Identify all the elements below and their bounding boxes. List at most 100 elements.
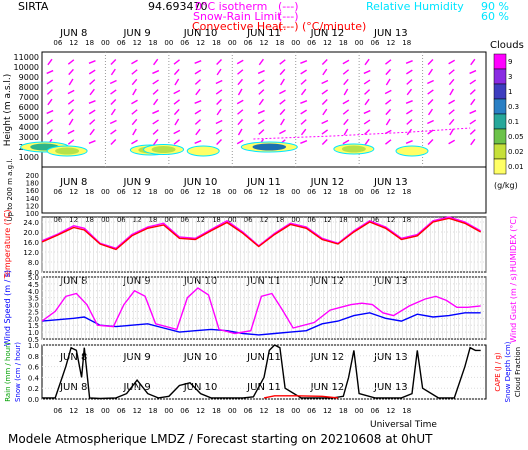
- wind-arrow: [342, 69, 350, 75]
- temperature-tick: 20.0: [23, 229, 39, 237]
- colorbar-cell: [493, 68, 507, 85]
- panel-day-label: JUN 9: [122, 276, 150, 287]
- colorbar-cells: 9 3 1 0.3 0.1 0.05 0.02 0.01: [493, 53, 524, 175]
- wind-arrow: [67, 139, 75, 145]
- wind-arrow: [46, 119, 54, 125]
- wind-arrow: [46, 69, 54, 75]
- panel-day-label: JUN 9: [122, 382, 150, 393]
- wind-arrow: [237, 88, 243, 96]
- wind-arrow: [258, 119, 265, 125]
- wind-tick: 0.5: [28, 336, 39, 344]
- legend-isotherm-symbol: (---): [278, 0, 299, 13]
- wind-arrow: [470, 138, 476, 146]
- lowlevel-tick: 160: [26, 187, 39, 195]
- wind-arrow: [385, 68, 392, 76]
- wind-arrow: [153, 58, 159, 66]
- top-hour-tick: 12: [386, 39, 395, 47]
- wind-tick: 4.0: [28, 288, 39, 296]
- rain-tick: 0.6: [28, 364, 40, 372]
- wind-arrow: [194, 60, 202, 64]
- wind-arrow: [280, 78, 285, 86]
- wind-arrow: [216, 68, 222, 76]
- wind-arrow: [67, 59, 75, 65]
- panel-day-label: JUN 8: [59, 382, 87, 393]
- panel-hour-tick: 00: [228, 407, 237, 415]
- wind-arrow: [364, 129, 371, 135]
- wind-arrow: [110, 58, 117, 66]
- wind-arrow: [173, 68, 180, 76]
- colorbar-unit: (g/kg): [494, 181, 518, 190]
- colorbar-tick: 0.02: [508, 148, 524, 156]
- wind-arrow: [470, 98, 476, 106]
- wind-arrow: [427, 58, 434, 66]
- panel-day-label: JUN 13: [373, 177, 408, 188]
- wind-arrow: [152, 109, 160, 115]
- wind-arrow: [68, 118, 74, 126]
- wind-arrow: [46, 89, 53, 95]
- top-hour-tick: 18: [212, 39, 221, 47]
- height-tick: 1000: [19, 153, 39, 162]
- wind-arrow: [448, 99, 456, 105]
- panel-day-label: JUN 8: [59, 352, 87, 363]
- wind-arrow: [469, 119, 477, 125]
- panel-day-label: JUN 11: [246, 382, 281, 393]
- wind-arrow: [194, 79, 201, 85]
- wind-arrow: [427, 79, 434, 85]
- wind-tick: 1.5: [28, 322, 39, 330]
- wind-arrow: [342, 139, 350, 145]
- colorbar-cell: [493, 113, 507, 130]
- height-tick: 10000: [14, 63, 39, 72]
- wind-arrow: [321, 119, 329, 125]
- wind-arrow: [406, 69, 413, 75]
- wind-arrow: [321, 98, 328, 106]
- wind-arrow: [47, 98, 53, 106]
- panel-hour-tick: 00: [101, 188, 110, 196]
- wind-arrow: [300, 88, 307, 96]
- wind-arrow: [236, 59, 244, 65]
- wind-arrow: [88, 140, 96, 144]
- wind-arrow: [257, 109, 265, 115]
- colorbar-cell: [493, 53, 507, 70]
- panel-day-label: JUN 8: [59, 177, 87, 188]
- legend-snow-symbol: (---): [278, 10, 299, 23]
- top-hour-tick: 12: [196, 39, 205, 47]
- wind-arrow: [300, 109, 307, 115]
- wind-arrow: [68, 78, 74, 86]
- wind-arrow: [67, 99, 75, 105]
- wind-arrow: [153, 138, 159, 146]
- wind-arrow: [215, 119, 223, 125]
- panel-hour-tick: 06: [244, 216, 253, 224]
- panel-hour-tick: 18: [275, 188, 284, 196]
- wind-arrow: [153, 98, 159, 106]
- wind-arrow: [427, 108, 434, 116]
- wind-arrow: [152, 89, 159, 95]
- panel-hour-tick: 06: [180, 188, 189, 196]
- wind-arrow: [131, 99, 138, 105]
- cloud-patch: [395, 145, 429, 157]
- top-hour-tick: 06: [53, 39, 62, 47]
- top-hour-tick: 00: [355, 39, 364, 47]
- panel-hour-tick: 18: [149, 407, 158, 415]
- wind-arrow: [385, 99, 392, 105]
- panel-hour-tick: 00: [291, 407, 300, 415]
- wind-arrow: [427, 68, 434, 76]
- wind-arrow: [258, 129, 265, 135]
- rain-tick: 1.0: [28, 342, 39, 350]
- temperature-series-line: [41, 217, 482, 251]
- top-hour-tick: 06: [371, 39, 380, 47]
- wind-arrow: [152, 79, 159, 85]
- wind-arrow: [363, 109, 371, 115]
- rain-axis-label: Rain (mm / hour): [4, 342, 12, 402]
- wind-arrow: [109, 119, 117, 125]
- wind-arrow: [385, 59, 392, 65]
- wind-arrow: [406, 119, 413, 125]
- height-tick: 6000: [19, 103, 39, 112]
- colorbar-cell: [493, 143, 507, 160]
- top-hour-tick: 00: [291, 39, 300, 47]
- wind-arrow: [385, 108, 392, 116]
- panel-hour-tick: 18: [85, 407, 94, 415]
- wind-arrow: [342, 109, 350, 115]
- panel-hour-tick: 12: [133, 407, 142, 415]
- panel-hour-tick: 06: [307, 216, 316, 224]
- wind-arrow: [237, 78, 244, 86]
